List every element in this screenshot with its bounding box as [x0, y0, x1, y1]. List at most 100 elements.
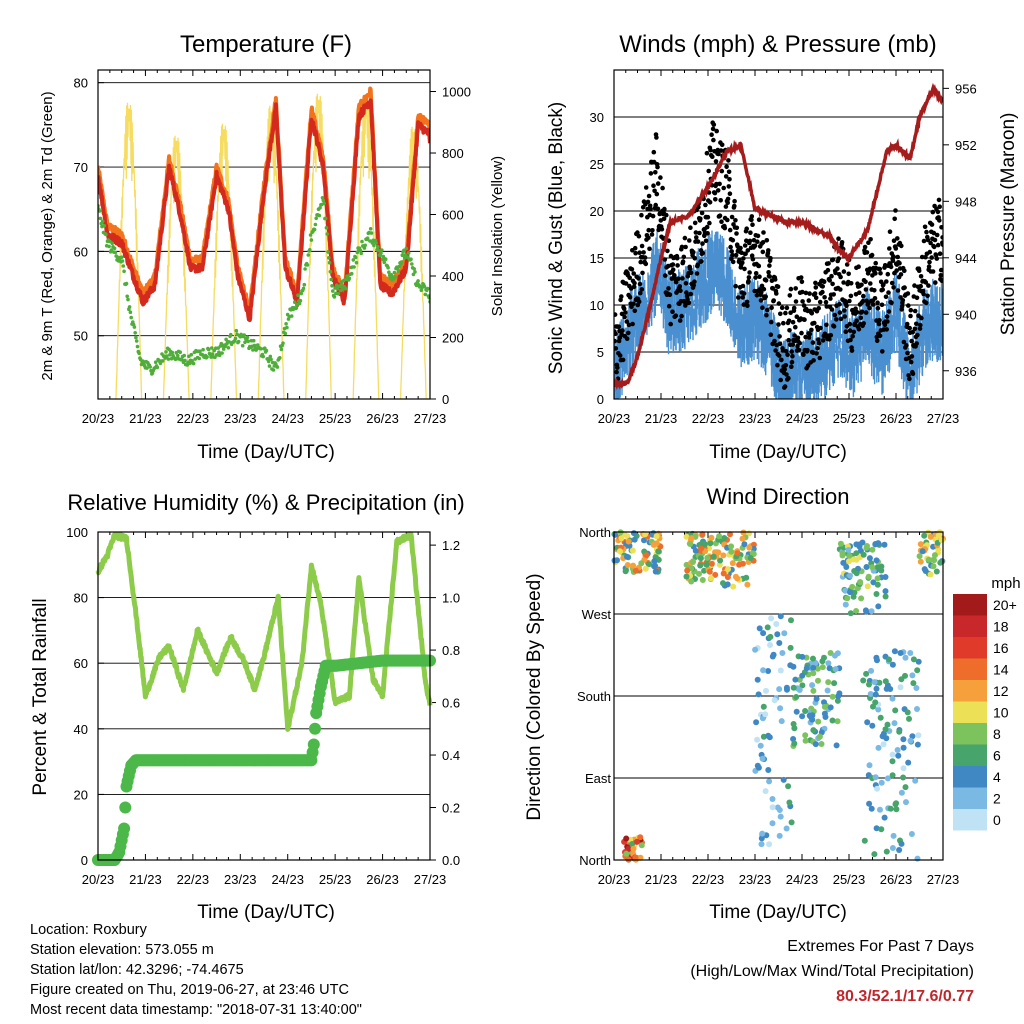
gust-point	[614, 346, 619, 351]
wind-direction-point	[706, 568, 713, 575]
gust-point	[910, 329, 915, 335]
gust-point	[900, 298, 906, 303]
gust-point	[809, 311, 815, 316]
gust-point	[746, 275, 752, 280]
gust-point	[651, 149, 657, 155]
gust-point	[927, 259, 932, 265]
gust-point	[908, 313, 913, 319]
gust-point	[741, 291, 747, 296]
wind-direction-point	[875, 540, 882, 547]
y2-tick-label: 0.4	[442, 748, 460, 763]
wind-direction-point	[834, 650, 841, 657]
gust-point	[629, 267, 635, 272]
wind-direction-point	[818, 741, 825, 747]
gust-point	[908, 359, 914, 365]
gust-point	[838, 316, 844, 322]
x-tick-label: 26/23	[366, 872, 399, 887]
gust-point	[934, 256, 940, 261]
gust-point	[760, 240, 766, 245]
temperature-plot-area	[98, 86, 430, 399]
gust-point	[881, 282, 886, 287]
gust-point	[925, 237, 931, 243]
wind-direction-point	[917, 541, 924, 548]
gust-point	[753, 275, 758, 280]
dewpoint-point	[268, 354, 273, 359]
gust-point	[774, 291, 779, 296]
y2-tick-label: 940	[955, 307, 977, 322]
dewpoint-point	[365, 236, 370, 240]
y-tick-label: 70	[74, 160, 88, 175]
wind-direction-point	[882, 678, 889, 685]
gust-point	[694, 235, 699, 240]
wind-direction-point	[840, 559, 847, 566]
wind-direction-point	[629, 841, 636, 847]
dewpoint-point	[353, 255, 358, 260]
gust-point	[827, 337, 832, 342]
gust-point	[733, 283, 738, 289]
gust-point	[752, 243, 758, 249]
gust-point	[726, 169, 732, 175]
gust-point	[775, 284, 781, 290]
dewpoint-point	[360, 239, 364, 244]
wind-direction-point	[790, 736, 797, 742]
dewpoint-point	[229, 332, 233, 337]
wind-direction-point	[755, 691, 762, 698]
wind-direction-point	[874, 575, 881, 582]
dewpoint-point	[217, 353, 222, 358]
wind-direction-point	[802, 737, 809, 744]
wind-direction-point	[698, 545, 704, 552]
gust-point	[648, 171, 654, 176]
gust-point	[704, 150, 710, 156]
y-tick-label: East	[585, 771, 611, 786]
gust-point	[691, 282, 696, 288]
dewpoint-point	[170, 350, 175, 355]
gust-point	[734, 231, 739, 236]
wind-direction-point	[765, 668, 772, 674]
dewpoint-point	[125, 294, 129, 299]
gust-point	[918, 283, 923, 289]
wind-direction-point	[776, 640, 783, 646]
wind-direction-point	[821, 703, 828, 710]
gust-point	[775, 362, 780, 368]
gust-point	[638, 290, 643, 296]
gust-point	[670, 262, 676, 267]
gust-point	[614, 312, 618, 317]
gust-point	[727, 191, 733, 196]
wind-direction-point	[646, 561, 652, 568]
temperature-panel: Temperature (F) 2m & 9m T (Red, Orange) …	[39, 31, 506, 463]
gust-point	[886, 290, 891, 295]
y-tick-label: 10	[590, 298, 604, 313]
wind-direction-point	[847, 572, 853, 579]
y-tick-label: 80	[74, 591, 88, 606]
gust-point	[839, 240, 845, 245]
wind-direction-point	[624, 562, 631, 568]
gust-point	[777, 334, 782, 339]
wind-direction-point	[834, 718, 841, 725]
gust-point	[814, 351, 819, 356]
gust-point	[932, 237, 938, 243]
gust-point	[758, 298, 764, 303]
wind-direction-point	[791, 740, 798, 747]
gust-point	[666, 303, 672, 309]
x-tick-label: 22/23	[692, 411, 725, 426]
wind-direction-point	[720, 580, 726, 587]
dewpoint-point	[278, 356, 282, 360]
y2-tick-label: 200	[442, 331, 464, 346]
gust-point	[733, 218, 738, 223]
dewpoint-point	[269, 357, 273, 362]
gust-point	[917, 326, 923, 331]
dewpoint-point	[363, 243, 368, 248]
gust-point	[866, 240, 871, 245]
wind-direction-point	[771, 697, 778, 704]
gust-point	[640, 270, 645, 276]
wind-direction-point	[910, 656, 917, 663]
gust-point	[705, 231, 710, 236]
gust-point	[859, 282, 864, 288]
wind-direction-point	[690, 559, 696, 565]
wind-direction-point	[930, 556, 937, 563]
dewpoint-point	[132, 325, 137, 329]
wind-direction-point	[860, 677, 867, 684]
x-tick-label: 27/23	[927, 872, 960, 887]
gust-point	[747, 270, 752, 275]
gust-point	[630, 321, 635, 327]
